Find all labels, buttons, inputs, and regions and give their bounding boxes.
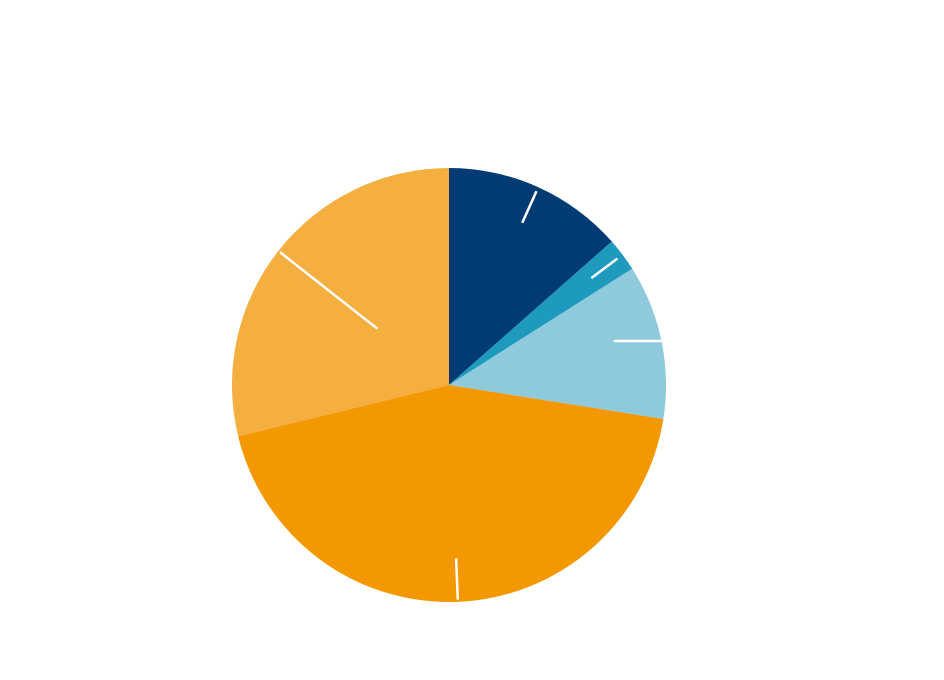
- pie-slice-5: [232, 168, 449, 437]
- pie-slice-2: [449, 241, 633, 385]
- leader-line-2: [590, 257, 619, 280]
- leader-line-5: [279, 251, 379, 330]
- pie-slice-3: [449, 268, 667, 419]
- pie-slice-4: [238, 385, 664, 602]
- leader-line-1: [521, 190, 538, 224]
- pie-slices: [232, 168, 667, 602]
- pie-slice-1: [449, 168, 612, 385]
- leader-line-4: [454, 558, 460, 600]
- leader-lines: [279, 190, 662, 600]
